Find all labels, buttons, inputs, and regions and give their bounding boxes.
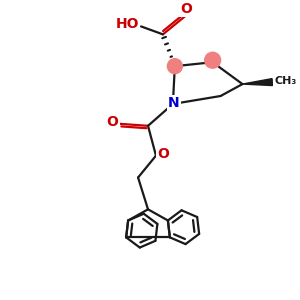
Text: O: O [106, 115, 118, 129]
Text: HO: HO [116, 17, 139, 32]
Polygon shape [242, 79, 272, 86]
Circle shape [167, 59, 182, 74]
Text: CH₃: CH₃ [274, 76, 296, 86]
Text: N: N [168, 96, 180, 110]
Text: O: O [180, 2, 192, 16]
Text: O: O [157, 147, 169, 161]
Circle shape [205, 52, 220, 68]
